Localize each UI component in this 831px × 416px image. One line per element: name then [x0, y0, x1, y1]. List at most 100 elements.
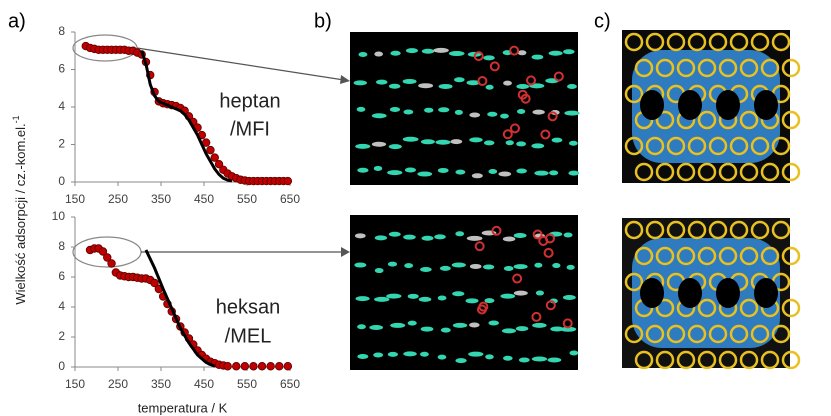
x-tick-label: 450 [194, 192, 214, 206]
decoration [403, 235, 416, 240]
x-tick-label: 450 [194, 377, 214, 391]
decoration [438, 168, 449, 173]
data-point [241, 362, 249, 370]
data-point [250, 362, 258, 370]
decoration [469, 113, 480, 118]
decoration [420, 267, 432, 272]
decoration [438, 296, 447, 301]
decoration [567, 265, 575, 270]
decoration [452, 291, 464, 296]
data-point [275, 362, 283, 370]
decoration [563, 295, 576, 300]
decoration [373, 353, 383, 358]
decoration [405, 168, 416, 173]
decoration [483, 264, 494, 269]
data-point [258, 362, 266, 370]
decoration [421, 139, 435, 144]
decoration [468, 352, 483, 357]
decoration [552, 138, 563, 143]
y-tick-label: 4 [58, 299, 65, 313]
decoration [357, 107, 366, 112]
y-tick-label: 8 [58, 239, 65, 253]
data-point [284, 177, 292, 185]
decoration [564, 232, 573, 237]
decoration [435, 140, 450, 145]
decoration [354, 263, 366, 268]
decoration [422, 236, 434, 241]
decoration [500, 294, 515, 299]
decoration [424, 108, 433, 113]
y-axis-label-text: Wielkość adsorpcji / cz.-kom.el. [13, 123, 28, 304]
decoration [549, 170, 558, 175]
decoration [403, 109, 413, 114]
decoration [357, 354, 368, 359]
decoration [502, 328, 516, 333]
decoration [532, 110, 544, 115]
decoration [563, 49, 575, 54]
decoration [454, 77, 465, 82]
decoration [375, 268, 384, 273]
decoration [404, 263, 413, 268]
decoration [387, 170, 402, 175]
decoration [372, 142, 386, 147]
decoration [484, 140, 495, 145]
x-tick-label: 650 [280, 377, 300, 391]
decoration [549, 51, 563, 56]
panel-label: b) [314, 10, 332, 32]
decoration [438, 355, 447, 360]
decoration [419, 297, 432, 302]
decoration [498, 172, 511, 177]
decoration [532, 357, 547, 362]
decoration [640, 90, 664, 120]
x-tick-label: 650 [280, 192, 300, 206]
data-point [108, 260, 116, 268]
decoration [754, 278, 778, 308]
decoration [552, 263, 560, 268]
decoration [484, 298, 494, 303]
y-tick-label: 0 [58, 174, 65, 188]
decoration [485, 354, 494, 359]
decoration [483, 55, 495, 60]
decoration [406, 48, 418, 53]
decoration [357, 168, 368, 173]
decoration [372, 113, 387, 118]
figure: a) b) c) Wielkość adsorpcji / cz.-kom.el… [0, 0, 831, 416]
decoration [469, 137, 482, 142]
decoration [389, 144, 402, 149]
x-tick-label: 550 [237, 192, 257, 206]
x-tick-label: 150 [65, 377, 85, 391]
decoration [568, 171, 579, 176]
y-tick-label: 2 [58, 137, 65, 151]
decoration [716, 90, 740, 120]
decoration [358, 52, 367, 57]
decoration [455, 170, 465, 175]
decoration [449, 51, 465, 56]
decoration [514, 264, 528, 269]
y-axis-label: Wielkość adsorpcji / cz.-kom.el.-1 [11, 115, 28, 304]
decoration [390, 323, 405, 328]
arrow [137, 48, 344, 80]
decoration [374, 166, 382, 171]
decoration [390, 51, 400, 56]
decoration [486, 85, 494, 90]
decoration [532, 323, 546, 328]
decoration [514, 233, 527, 238]
decoration [536, 291, 544, 296]
y-axis-label-sup: -1 [11, 115, 21, 123]
decoration [439, 84, 453, 89]
decoration [488, 321, 499, 326]
decoration [503, 81, 512, 86]
decoration [403, 79, 417, 84]
annotation: /MFI [230, 118, 270, 140]
decoration [487, 112, 497, 117]
decoration [417, 172, 432, 177]
annotation: heptan [219, 90, 280, 112]
decoration [357, 324, 366, 329]
decoration [678, 90, 702, 120]
decoration [376, 80, 388, 85]
image-b-top [350, 32, 578, 185]
panel-label: c) [594, 10, 611, 32]
decoration [408, 294, 419, 299]
decoration [503, 237, 516, 242]
decoration [754, 90, 778, 120]
